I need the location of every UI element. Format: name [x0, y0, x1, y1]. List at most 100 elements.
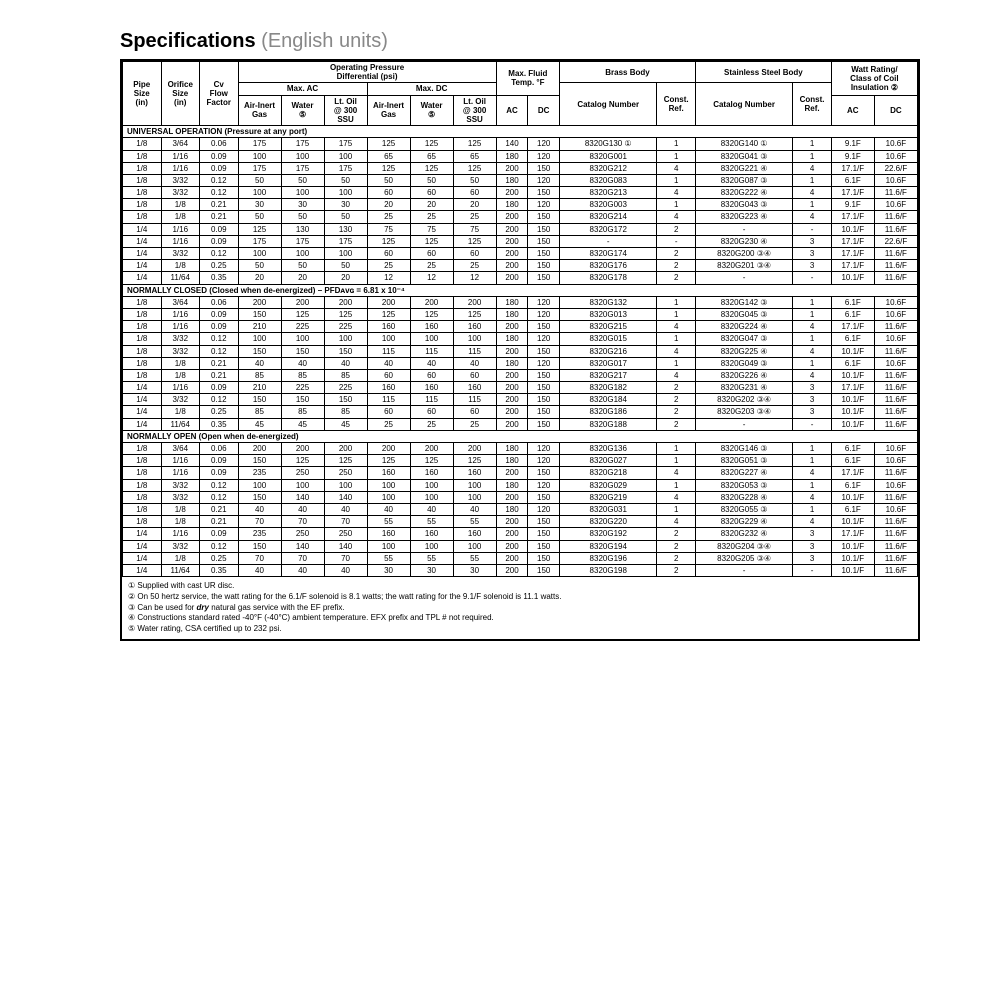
cell: 125 [410, 455, 453, 467]
cell: 11.6/F [874, 187, 917, 199]
cell: 25 [453, 211, 496, 223]
table-row: 1/41/160.09175175175125125125200150--832… [123, 235, 918, 247]
cell: 8320G041 ③ [695, 150, 792, 162]
cell: 8320G192 [560, 528, 657, 540]
cell: 55 [453, 552, 496, 564]
cell: 40 [367, 503, 410, 515]
cell: 150 [281, 394, 324, 406]
section-header-row: NORMALLY OPEN (Open when de-energized) [123, 430, 918, 442]
cell: 11/64 [161, 564, 200, 576]
cell: 70 [324, 552, 367, 564]
cell: 1/4 [123, 272, 162, 284]
cell: 175 [238, 138, 281, 150]
cell: 120 [528, 174, 560, 186]
cell: 3 [793, 235, 832, 247]
cell: 120 [528, 199, 560, 211]
section-header-row: NORMALLY CLOSED (Closed when de-energize… [123, 284, 918, 296]
cell: 0.21 [200, 503, 239, 515]
cell: 70 [238, 552, 281, 564]
cell: 125 [238, 223, 281, 235]
cell: 0.06 [200, 296, 239, 308]
cell: 150 [528, 260, 560, 272]
cell: 100 [238, 479, 281, 491]
cell: 4 [793, 491, 832, 503]
cell: 55 [410, 552, 453, 564]
cell: 200 [496, 394, 528, 406]
cell: 120 [528, 443, 560, 455]
cell: 11.6/F [874, 406, 917, 418]
cell: 180 [496, 174, 528, 186]
cell: 1/8 [123, 516, 162, 528]
cell: 10.6F [874, 138, 917, 150]
hdr-ac-air: Air-InertGas [238, 95, 281, 126]
cell: 40 [281, 503, 324, 515]
cell: 100 [410, 479, 453, 491]
cell: 100 [281, 187, 324, 199]
cell: 200 [238, 296, 281, 308]
table-row: 1/81/160.092352502501601601602001508320G… [123, 467, 918, 479]
cell: 9.1F [831, 138, 874, 150]
cell: 2 [657, 272, 696, 284]
table-row: 1/411/640.354545452525252001508320G1882-… [123, 418, 918, 430]
cell: 1/16 [161, 528, 200, 540]
cell: 0.09 [200, 528, 239, 540]
cell: 160 [453, 382, 496, 394]
cell: 8320G214 [560, 211, 657, 223]
cell: 1/8 [161, 260, 200, 272]
cell: 10.1/F [831, 552, 874, 564]
cell: 180 [496, 150, 528, 162]
cell: 1/4 [123, 382, 162, 394]
cell: 200 [496, 260, 528, 272]
cell: 4 [793, 321, 832, 333]
hdr-maxac: Max. AC [238, 83, 367, 95]
cell: 150 [281, 345, 324, 357]
cell: 50 [281, 260, 324, 272]
title-main: Specifications [120, 30, 256, 52]
cell: 200 [453, 296, 496, 308]
cell: - [560, 235, 657, 247]
cell: 2 [657, 528, 696, 540]
cell: 160 [410, 528, 453, 540]
cell: 250 [324, 528, 367, 540]
cell: 100 [410, 540, 453, 552]
table-row: 1/83/320.121001001001001001001801208320G… [123, 479, 918, 491]
table-row: 1/41/160.091251301307575752001508320G172… [123, 223, 918, 235]
cell: 10.1/F [831, 272, 874, 284]
cell: 4 [657, 467, 696, 479]
cell: 180 [496, 199, 528, 211]
hdr-brass-cat: Catalog Number [560, 83, 657, 126]
cell: 1 [657, 357, 696, 369]
cell: 1 [793, 308, 832, 320]
table-head: PipeSize(in) OrificeSize(in) CvFlowFacto… [123, 62, 918, 126]
cell: 8320G228 ④ [695, 491, 792, 503]
cell: 225 [324, 321, 367, 333]
cell: 1 [657, 455, 696, 467]
cell: 8320G194 [560, 540, 657, 552]
cell: 10.6F [874, 296, 917, 308]
cell: 1/4 [123, 235, 162, 247]
cell: 150 [528, 467, 560, 479]
cell: 100 [281, 248, 324, 260]
cell: 100 [238, 333, 281, 345]
table-row: 1/41/160.092102252251601601602001508320G… [123, 382, 918, 394]
cell: 8320G229 ④ [695, 516, 792, 528]
cell: 4 [793, 211, 832, 223]
cell: 100 [410, 491, 453, 503]
cell: 180 [496, 455, 528, 467]
cell: - [793, 564, 832, 576]
hdr-ss-ref: Const.Ref. [793, 83, 832, 126]
cell: 120 [528, 150, 560, 162]
cell: 8320G083 [560, 174, 657, 186]
cell: 140 [281, 540, 324, 552]
cell: 1 [657, 443, 696, 455]
cell: 25 [367, 211, 410, 223]
cell: 3/32 [161, 479, 200, 491]
cell: 8320G196 [560, 552, 657, 564]
cell: 1 [657, 308, 696, 320]
cell: 175 [324, 162, 367, 174]
cell: 200 [496, 369, 528, 381]
hdr-temp-ac: AC [496, 95, 528, 126]
cell: 1 [793, 443, 832, 455]
cell: 0.25 [200, 406, 239, 418]
cell: 4 [657, 321, 696, 333]
